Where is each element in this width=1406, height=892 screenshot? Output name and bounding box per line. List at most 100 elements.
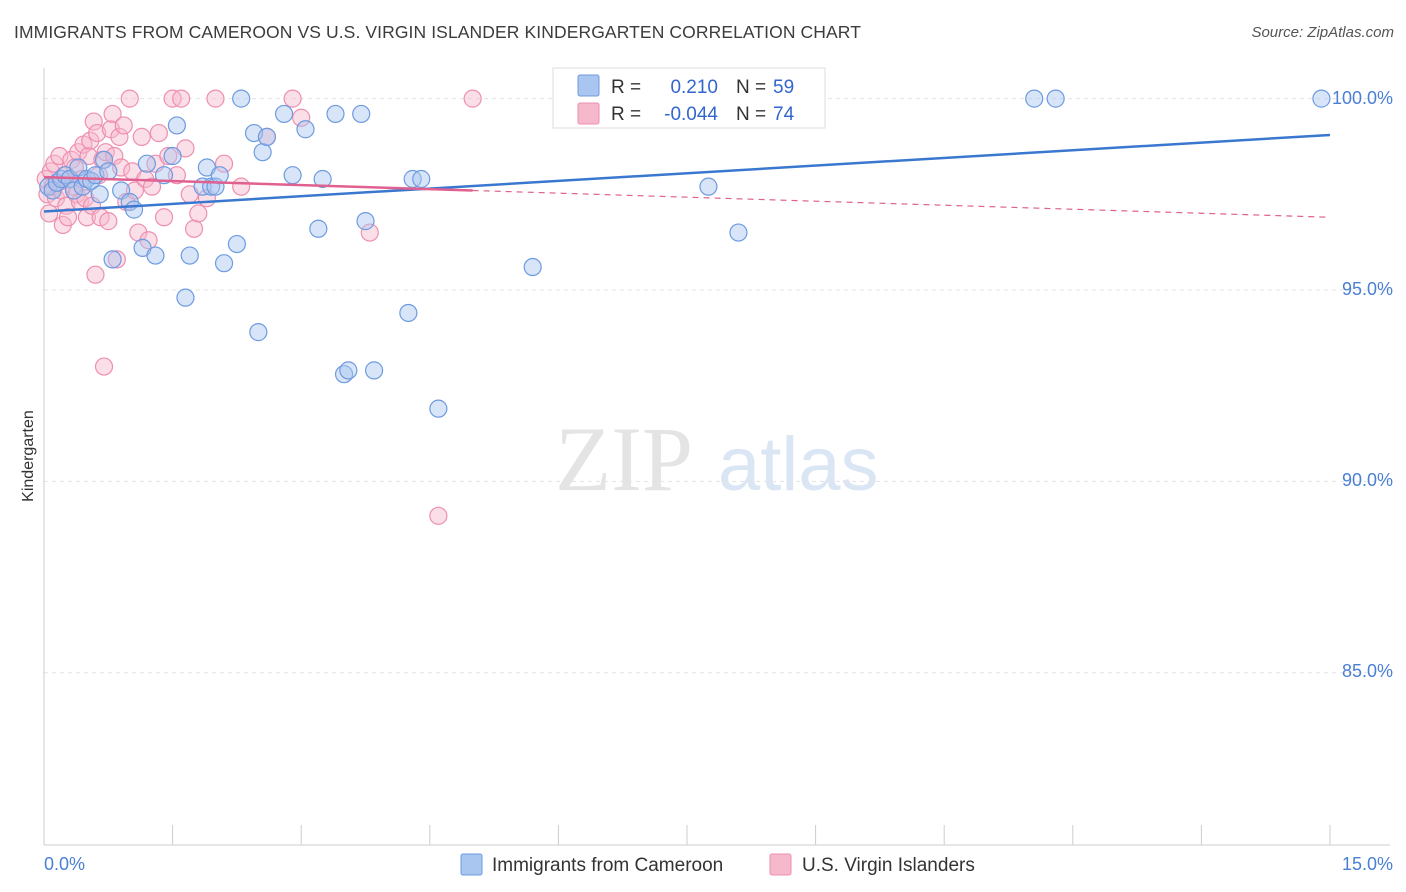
x-tick-label-min: 0.0% (44, 854, 85, 874)
pink-trend-line-extension (472, 189, 1331, 218)
stats-legend: R = 0.210 N = 59 R = -0.044 N = 74 (552, 67, 826, 129)
pink-point-54 (149, 123, 168, 143)
pink-trend-line (43, 175, 473, 192)
blue-point-55 (699, 177, 718, 196)
pink-point-25 (79, 146, 98, 166)
pink-point-63 (189, 204, 208, 223)
pink-point-49 (132, 127, 151, 146)
blue-point-36 (249, 323, 268, 342)
pink-point-67 (232, 177, 251, 196)
blue-point-57 (1025, 89, 1044, 108)
y-tick-label-85: 85.0% (1342, 661, 1393, 681)
blue-point-59 (1312, 89, 1331, 108)
blue-point-25 (176, 288, 195, 307)
blue-point-13 (94, 150, 114, 169)
blue-point-38 (257, 127, 277, 146)
blue-point-56 (729, 223, 748, 242)
pink-point-59 (172, 89, 191, 108)
blue-point-40 (283, 166, 302, 185)
pink-point-13 (58, 208, 78, 227)
legend-r-label-pink: R = (611, 104, 641, 125)
blue-point-37 (253, 143, 272, 162)
blue-point-15 (103, 250, 122, 269)
y-axis-title: Kindergarten (20, 410, 37, 502)
pink-point-30 (88, 123, 107, 143)
pink-point-52 (142, 177, 162, 196)
blue-point-44 (326, 104, 345, 124)
pink-point-36 (99, 212, 118, 231)
pink-point-29 (86, 265, 105, 284)
blue-point-14 (99, 162, 118, 181)
blue-point-43 (313, 169, 332, 189)
blue-point-58 (1046, 89, 1065, 108)
blue-point-42 (309, 219, 328, 238)
bottom-legend-label-pink: U.S. Virgin Islanders (802, 855, 975, 876)
blue-point-50 (399, 303, 418, 323)
blue-point-12 (90, 185, 109, 204)
source-label: Source: ZipAtlas.com (1251, 24, 1394, 41)
blue-point-24 (167, 116, 186, 135)
y-tick-label-90: 90.0% (1342, 470, 1393, 490)
chart-title: IMMIGRANTS FROM CAMEROON VS U.S. VIRGIN … (14, 22, 862, 42)
blue-point-32 (214, 254, 234, 273)
pink-point-73 (360, 223, 379, 242)
x-tick-label-max: 15.0% (1342, 854, 1393, 874)
legend-n-value-blue: 59 (773, 77, 794, 98)
pink-point-38 (103, 104, 122, 124)
blue-point-47 (352, 104, 371, 124)
blue-point-31 (210, 166, 229, 185)
blue-trend-line (43, 133, 1331, 213)
blue-point-6 (64, 181, 84, 200)
bottom-legend-swatch-pink (769, 853, 792, 876)
blue-point-21 (146, 246, 165, 265)
pink-point-45 (120, 89, 139, 108)
pink-point-26 (81, 131, 100, 150)
legend-n-label-pink: N = (736, 104, 766, 125)
blue-point-48 (356, 212, 375, 231)
bottom-legend-swatch-blue (460, 853, 483, 876)
pink-point-58 (167, 166, 186, 185)
legend-r-value-blue: 0.210 (670, 77, 718, 98)
watermark-atlas: atlas (718, 422, 879, 507)
pink-point-28 (84, 112, 103, 131)
pink-point-62 (184, 219, 204, 238)
legend-r-label-blue: R = (611, 77, 641, 98)
y-tick-label-100: 100.0% (1332, 88, 1393, 108)
legend-r-value-pink: -0.044 (664, 104, 718, 125)
grid-lines (44, 98, 1390, 674)
pink-point-41 (110, 127, 129, 146)
pink-point-35 (96, 143, 115, 162)
blue-point-39 (274, 104, 294, 124)
pink-point-72 (429, 506, 448, 525)
legend-swatch-blue (577, 74, 600, 97)
axes (43, 68, 1390, 846)
blue-point-26 (180, 246, 199, 265)
blue-point-18 (124, 200, 144, 219)
blue-point-52 (412, 169, 431, 189)
pink-point-69 (283, 89, 302, 108)
pink-point-71 (463, 89, 482, 108)
blue-point-33 (227, 234, 246, 254)
blue-point-46 (339, 361, 358, 380)
pink-point-40 (107, 250, 126, 269)
blue-point-22 (154, 166, 174, 185)
pink-point-56 (159, 146, 178, 166)
pink-point-43 (114, 116, 133, 135)
blue-series-points (39, 89, 1331, 418)
pink-point-47 (125, 181, 144, 200)
blue-point-49 (364, 361, 384, 380)
blue-point-34 (232, 89, 251, 108)
pink-point-55 (154, 208, 174, 227)
legend-n-value-pink: 74 (773, 104, 795, 125)
pink-point-70 (292, 108, 311, 127)
blue-point-41 (296, 120, 315, 139)
blue-point-23 (163, 146, 182, 166)
pink-point-34 (94, 357, 114, 376)
y-tick-label-95: 95.0% (1342, 279, 1393, 299)
pink-point-66 (214, 154, 234, 173)
blue-point-20 (137, 154, 156, 173)
blue-point-53 (429, 399, 448, 418)
blue-point-54 (523, 257, 542, 277)
trend-lines (43, 133, 1331, 218)
